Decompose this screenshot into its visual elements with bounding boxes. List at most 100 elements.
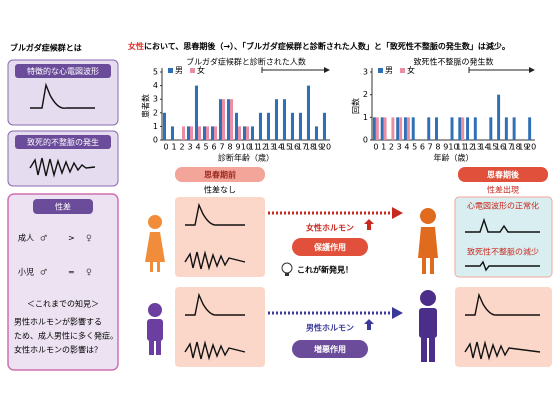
bar: [427, 117, 431, 140]
x-tick-label: 13: [265, 143, 275, 152]
x-tick-label: 7: [219, 143, 224, 152]
x-tick-label: 4: [195, 143, 200, 152]
bar: [234, 112, 238, 140]
bar: [218, 99, 222, 140]
ecg-wave: [30, 82, 95, 109]
bar: [314, 126, 318, 140]
bar: [230, 99, 234, 140]
x-tick-label: 11: [456, 143, 466, 152]
eq-symbol: =: [68, 268, 75, 277]
arrow-head: [529, 67, 535, 73]
girl-icon: [145, 215, 165, 272]
female-hormone: 女性ホルモン: [306, 223, 354, 233]
bar: [282, 99, 286, 140]
ecg-wave: [465, 217, 540, 233]
vf-wave: [29, 157, 96, 178]
bar: [258, 112, 262, 140]
male-hormone: 男性ホルモン: [306, 323, 354, 333]
y-tick-label: 4: [153, 81, 158, 90]
bar: [190, 126, 194, 140]
vf-wave: [184, 250, 246, 271]
bar: [162, 112, 166, 140]
ecg-wave: [465, 292, 540, 316]
diff-label: 性差出現: [487, 185, 519, 195]
bulb-icon: [281, 262, 293, 276]
before-label: 思春期前: [204, 170, 236, 180]
x-tick-label: 18: [305, 143, 315, 152]
after-female-panel: [454, 196, 553, 278]
sex-box: [7, 193, 119, 371]
y-tick-label: 1: [363, 113, 368, 122]
x-tick-label: 8: [227, 143, 232, 152]
x-tick-label: 16: [495, 143, 505, 152]
y-tick-label: 0: [153, 136, 158, 145]
bar: [210, 126, 214, 140]
bar: [372, 117, 376, 140]
x-tick-label: 3: [187, 143, 192, 152]
y-tick-label: 5: [153, 68, 158, 77]
legend-swatch: [378, 68, 383, 73]
aggravating-label: 増悪作用: [314, 344, 346, 354]
bar: [399, 117, 403, 140]
ecg-wave: [185, 292, 245, 316]
bar: [411, 117, 415, 140]
before-female-panel: [175, 197, 265, 277]
x-tick-label: 16: [289, 143, 299, 152]
female-symbol: ♀: [86, 234, 92, 243]
x-tick-label: 17: [297, 143, 307, 152]
x-tick-label: 19: [313, 143, 323, 152]
y-axis-label: 患者数: [141, 94, 151, 118]
bar: [489, 117, 493, 140]
arrhythmia-decrease-label: 致死性不整脈の減少: [467, 247, 539, 257]
x-tick-label: 18: [511, 143, 521, 152]
x-tick-label: 15: [487, 143, 497, 152]
bar: [170, 126, 174, 140]
bar: [375, 117, 379, 140]
knowledge-line: ため、成人男性に多く発症。: [14, 331, 118, 341]
bar: [466, 117, 470, 140]
legend-label: 男: [175, 66, 183, 75]
bar: [194, 85, 198, 140]
bar: [298, 112, 302, 140]
x-tick-label: 20: [526, 143, 536, 152]
ecg-box-title: 特徴的な心電図波形: [27, 66, 99, 76]
arrow-head: [392, 207, 403, 219]
bar: [202, 126, 206, 140]
x-tick-label: 5: [203, 143, 208, 152]
woman-icon: [418, 208, 438, 274]
female-symbol: ♀: [86, 268, 92, 277]
legend-swatch: [190, 68, 195, 73]
x-tick-label: 3: [397, 143, 402, 152]
bar: [528, 117, 532, 140]
bar: [266, 112, 270, 140]
bar: [473, 117, 477, 140]
knowledge-line: 男性ホルモンが影響する: [14, 317, 102, 327]
boy-icon: [147, 303, 163, 355]
x-tick-label: 20: [321, 143, 331, 152]
protective-label: 保護作用: [313, 242, 346, 252]
x-tick-label: 5: [412, 143, 417, 152]
headline: 女性において、思春期後（→）、「ブルガダ症候群と診断された人数」と「致死性不整脈…: [128, 41, 510, 51]
legend-label: 女: [407, 65, 415, 75]
knowledge-line: 女性ホルモンの影響は？: [14, 345, 102, 355]
up-arrow: [364, 319, 374, 330]
arrhythmia-box-title: 致死的不整脈の発生: [27, 137, 99, 147]
bar: [406, 117, 410, 140]
bar: [504, 117, 508, 140]
adult-label: 成人: [18, 233, 34, 243]
no-diff-label: 性差なし: [204, 185, 236, 195]
bar: [274, 99, 278, 140]
headline-highlight: 女性: [128, 41, 144, 51]
y-axis-label: 回数: [351, 98, 361, 114]
legend-label: 女: [197, 65, 205, 75]
x-tick-label: 6: [420, 143, 425, 152]
x-tick-label: 12: [257, 143, 267, 152]
bar: [497, 94, 501, 140]
x-tick-label: 19: [518, 143, 528, 152]
arrow-head: [392, 307, 403, 319]
bar: [242, 126, 246, 140]
x-tick-label: 14: [479, 143, 489, 152]
y-tick-label: 1: [153, 122, 158, 131]
x-tick-label: 10: [241, 143, 251, 152]
x-axis-label: 診断年齢（歳）: [218, 153, 274, 163]
